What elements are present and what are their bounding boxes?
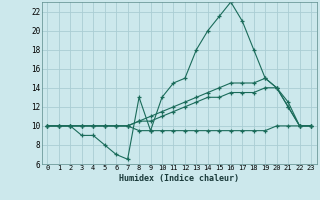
X-axis label: Humidex (Indice chaleur): Humidex (Indice chaleur) <box>119 174 239 183</box>
